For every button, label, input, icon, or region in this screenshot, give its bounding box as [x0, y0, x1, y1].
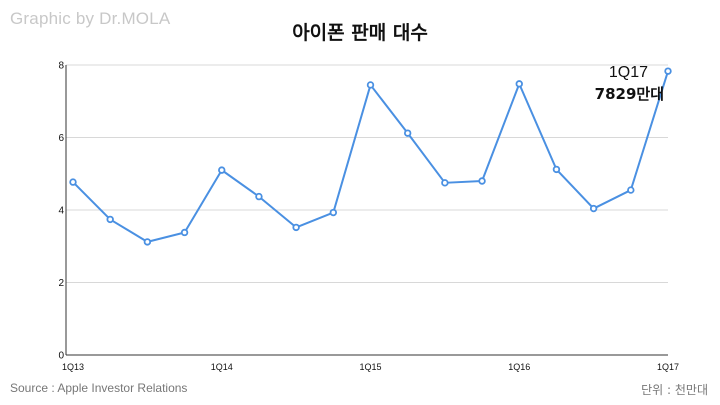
y-tick-label-8: 8	[58, 61, 64, 72]
credit-text: Graphic by Dr.MOLA	[10, 9, 171, 28]
data-points	[69, 67, 672, 246]
data-point-2Q15	[403, 129, 412, 137]
data-point-1Q16	[515, 80, 523, 88]
annotation: 1Q17 7829만대	[595, 64, 664, 103]
data-point-1Q13	[69, 178, 77, 186]
y-tick-label-2: 2	[58, 278, 64, 289]
x-tick-label-1Q16: 1Q16	[508, 362, 530, 372]
data-point-3Q16	[589, 204, 598, 213]
y-tick-label-4: 4	[58, 206, 64, 217]
chart-title: 아이폰 판매 대수	[292, 22, 428, 44]
data-point-2Q13	[106, 215, 114, 224]
data-point-4Q14	[329, 208, 338, 217]
data-point-2Q16	[552, 165, 561, 174]
series-line	[72, 70, 669, 243]
data-point-4Q16	[627, 186, 635, 194]
source-text: Source : Apple Investor Relations	[10, 381, 188, 395]
x-tick-label-1Q17: 1Q17	[657, 362, 679, 372]
data-point-3Q13	[143, 238, 152, 246]
data-point-4Q15	[478, 177, 486, 185]
y-tick-label-6: 6	[58, 133, 64, 144]
data-point-3Q15	[441, 179, 449, 187]
axis-labels: 0 2 4 6 8 1Q13 1Q14 1Q15 1Q16 1Q17	[58, 61, 679, 373]
data-point-1Q14	[218, 166, 226, 174]
y-tick-label-0: 0	[58, 351, 64, 362]
data-point-2Q14	[255, 192, 263, 201]
data-point-4Q13	[180, 228, 189, 237]
unit-text: 단위 : 천만대	[641, 383, 708, 397]
axes	[65, 65, 668, 356]
data-point-3Q14	[292, 223, 300, 232]
data-point-1Q17	[664, 67, 672, 75]
x-tick-label-1Q14: 1Q14	[211, 362, 233, 372]
gridlines	[66, 64, 668, 283]
annotation-quarter: 1Q17	[609, 64, 648, 81]
series-line-0	[72, 70, 669, 243]
x-tick-label-1Q15: 1Q15	[359, 362, 381, 372]
annotation-value: 7829만대	[595, 85, 664, 103]
x-tick-label-1Q13: 1Q13	[62, 362, 84, 372]
data-point-1Q15	[366, 81, 375, 89]
